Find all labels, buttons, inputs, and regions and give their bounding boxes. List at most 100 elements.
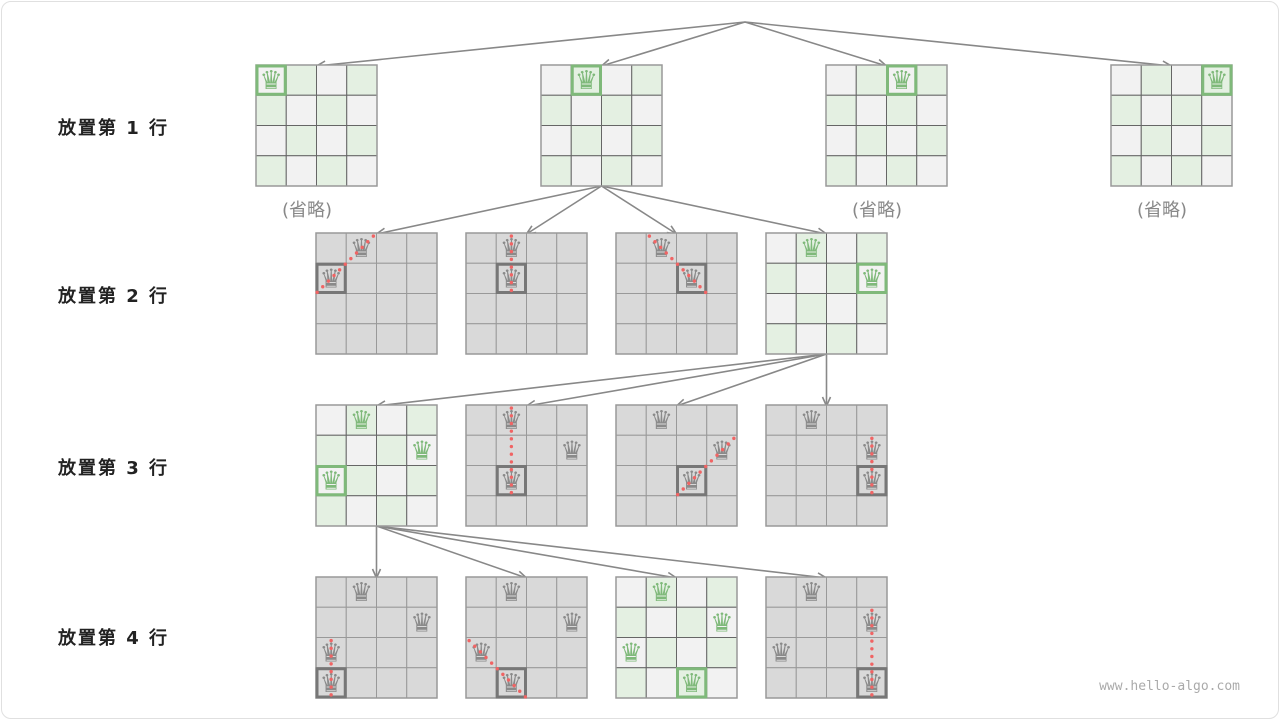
conflict-dot	[321, 285, 325, 289]
board-cell	[856, 293, 888, 325]
board-cell	[765, 293, 797, 325]
conflict-dot	[647, 234, 652, 238]
conflict-dot	[349, 256, 353, 261]
board-cell	[345, 262, 377, 294]
board-cell	[826, 465, 858, 497]
board-cell	[376, 606, 408, 638]
tree-edge-arrow	[376, 525, 529, 580]
board-cell	[570, 94, 602, 126]
board-cell	[345, 323, 377, 355]
board-cell	[345, 606, 377, 638]
board-cell	[540, 155, 572, 187]
board-cell	[556, 667, 588, 699]
board-invalid: ♛♛	[315, 232, 438, 355]
conflict-dot	[687, 481, 691, 486]
board-border	[315, 576, 438, 699]
board-invalid: ♛ ♛ ♛	[465, 404, 588, 527]
board-cell	[316, 64, 348, 96]
conflict-dot	[658, 245, 663, 250]
board-cell	[765, 404, 797, 436]
board-cell	[645, 262, 677, 294]
board-cell	[1140, 94, 1172, 126]
conflict-dot	[675, 492, 680, 497]
tree-edge-arrow	[376, 525, 829, 582]
board-cell	[826, 232, 858, 264]
board-cell	[556, 232, 588, 264]
conflict-dot	[343, 262, 347, 266]
conflict-dot	[329, 685, 333, 689]
conflict-dot	[484, 655, 488, 660]
conflict-dot	[332, 273, 336, 278]
conflict-dot	[523, 695, 528, 699]
board-cell	[795, 667, 827, 699]
board-cell	[1110, 64, 1142, 96]
board-cell	[676, 637, 708, 669]
board-border	[465, 404, 588, 527]
conflict-dot	[489, 661, 494, 665]
board-cell	[495, 495, 527, 527]
board-cell	[856, 576, 888, 608]
conflict-dot	[509, 257, 514, 262]
board-cell	[556, 262, 588, 294]
watermark: www.hello-algo.com	[1099, 679, 1240, 694]
board-cell	[765, 434, 797, 466]
board-cell	[601, 64, 633, 96]
board-cell	[526, 232, 558, 264]
board-cell	[795, 232, 827, 264]
board-cell	[406, 465, 438, 497]
board-cell	[645, 495, 677, 527]
conflict-dot	[337, 268, 342, 272]
board-cell	[316, 125, 348, 157]
conflict-dot	[509, 460, 514, 464]
conflict-dot	[870, 685, 874, 689]
board-cell	[615, 232, 647, 264]
board-cell	[495, 667, 527, 699]
board-cell	[285, 125, 317, 157]
board-cell	[825, 155, 857, 187]
board-cell	[556, 576, 588, 608]
board-cell	[645, 637, 677, 669]
conflict-dot	[870, 647, 874, 651]
board-cell	[465, 576, 497, 608]
conflict-dot	[698, 470, 702, 474]
current-queen-highlight	[856, 262, 888, 294]
board-cell	[406, 606, 438, 638]
board-cell	[1201, 125, 1233, 157]
board-invalid: ♛ ♛ ♛ ♛	[765, 576, 888, 699]
board-cell	[526, 667, 558, 699]
board-cell	[1140, 125, 1172, 157]
board-cell	[795, 434, 827, 466]
tree-edge-arrow	[524, 185, 602, 236]
board-border	[615, 404, 738, 527]
board-cell	[465, 434, 497, 466]
conflict-dot	[366, 240, 370, 244]
conflict-dot	[715, 453, 719, 457]
board-border	[255, 64, 378, 187]
conflict-dot	[473, 644, 477, 648]
board-cell	[826, 262, 858, 294]
conflict-dot	[670, 256, 674, 261]
board-cell	[556, 323, 588, 355]
board-cell	[601, 125, 633, 157]
board-cell	[345, 495, 377, 527]
board-cell	[345, 434, 377, 466]
board-cell	[495, 637, 527, 669]
conflict-dot	[653, 240, 657, 244]
queen-icon: ♛	[319, 264, 342, 294]
board-cell	[855, 94, 887, 126]
board-cell	[526, 293, 558, 325]
tree-edge-arrow	[601, 185, 829, 237]
board-cell	[1171, 64, 1203, 96]
board-cell	[465, 465, 497, 497]
conflict-dot	[509, 280, 514, 285]
conflict-dot	[698, 285, 702, 289]
board-cell	[856, 232, 888, 264]
board-cell	[526, 323, 558, 355]
conflict-dot	[509, 421, 514, 426]
board-cell	[315, 606, 347, 638]
board-cell	[526, 637, 558, 669]
conflict-dot	[870, 670, 874, 674]
conflict-dot	[329, 654, 333, 658]
conflict-dot	[509, 265, 514, 269]
queen-icon: ♛	[650, 406, 673, 436]
